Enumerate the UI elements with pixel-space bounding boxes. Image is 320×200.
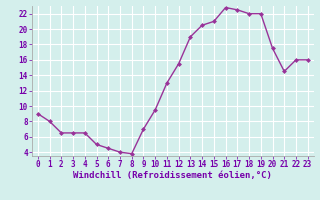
X-axis label: Windchill (Refroidissement éolien,°C): Windchill (Refroidissement éolien,°C) [73, 171, 272, 180]
